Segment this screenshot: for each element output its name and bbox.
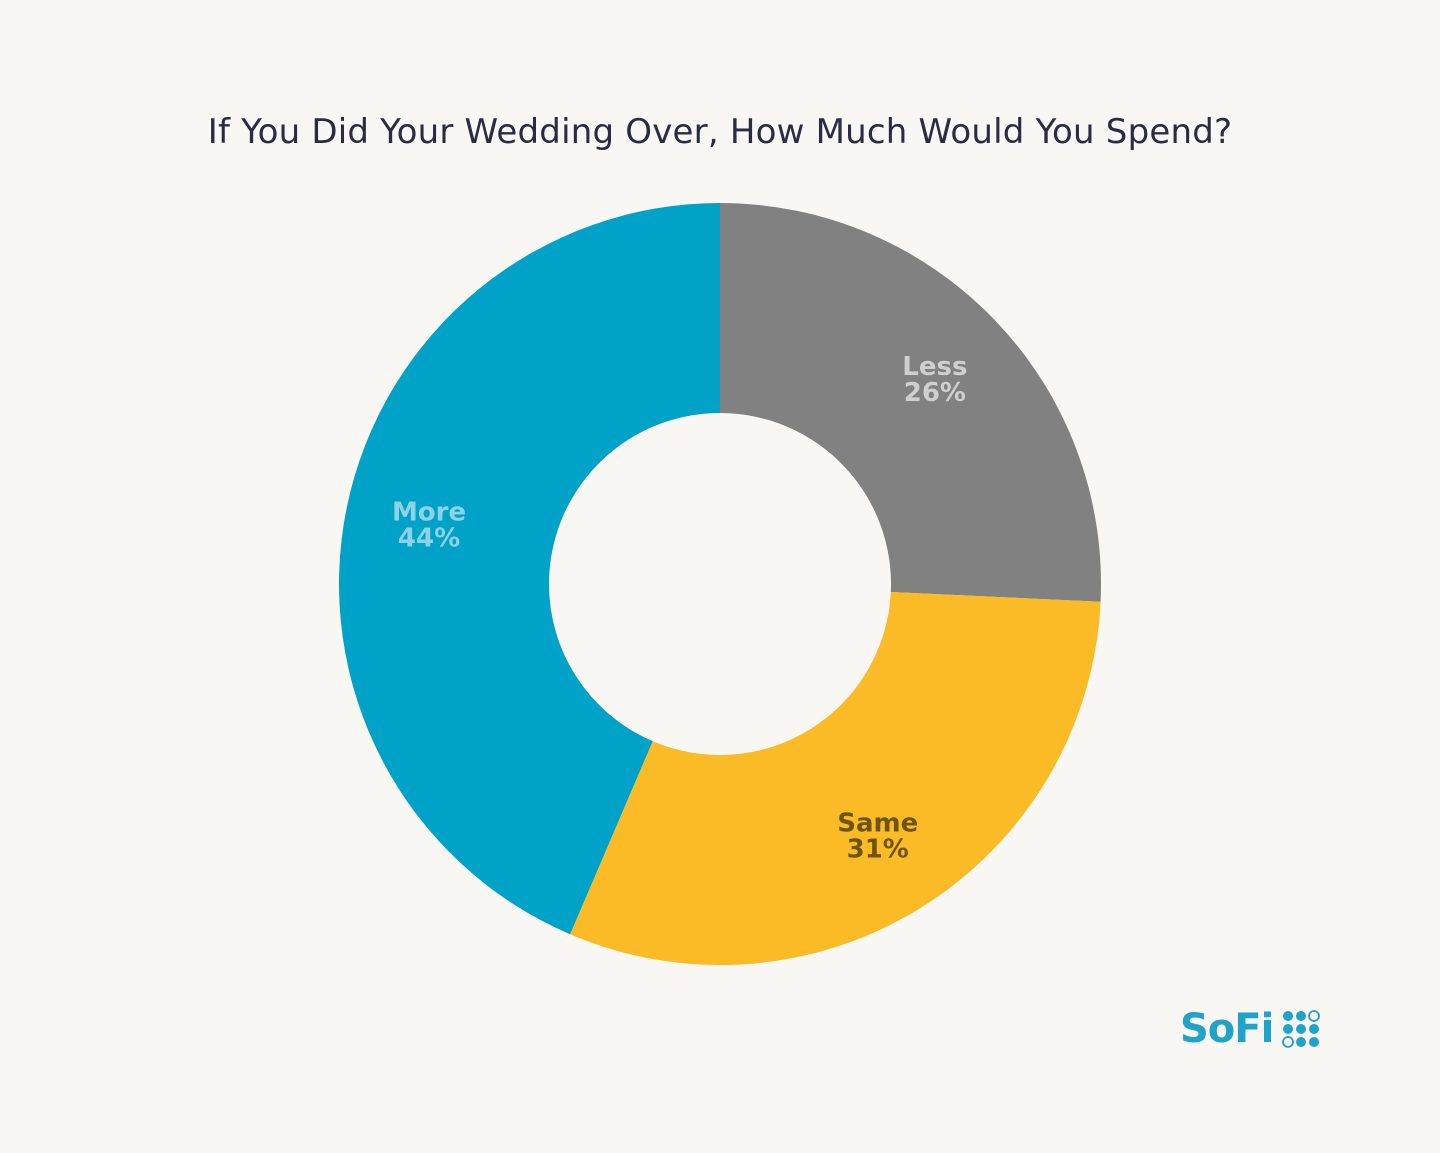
logo-dot <box>1283 1024 1293 1034</box>
slice-value-more: 44% <box>398 523 460 553</box>
logo-dot <box>1309 1024 1319 1034</box>
slice-same <box>570 591 1101 965</box>
slice-value-same: 31% <box>847 835 909 865</box>
slice-label-more: More <box>392 497 466 527</box>
sofi-dots-icon <box>1282 1010 1320 1048</box>
logo-dot <box>1309 1037 1319 1047</box>
sofi-logo: SoFi <box>1180 1004 1330 1054</box>
chart-title: If You Did Your Wedding Over, How Much W… <box>207 112 1233 152</box>
logo-dot <box>1308 1010 1320 1022</box>
slice-label-less: Less <box>902 352 967 382</box>
logo-dot <box>1296 1011 1306 1021</box>
logo-dot <box>1282 1036 1294 1048</box>
slice-label-same: Same <box>837 809 918 839</box>
slice-value-less: 26% <box>904 378 966 408</box>
sofi-logo-text: SoFi <box>1180 1006 1274 1052</box>
logo-dot <box>1296 1037 1306 1047</box>
logo-dot <box>1283 1011 1293 1021</box>
slice-less <box>720 203 1101 602</box>
logo-dot <box>1296 1024 1306 1034</box>
slice-more <box>339 203 720 935</box>
